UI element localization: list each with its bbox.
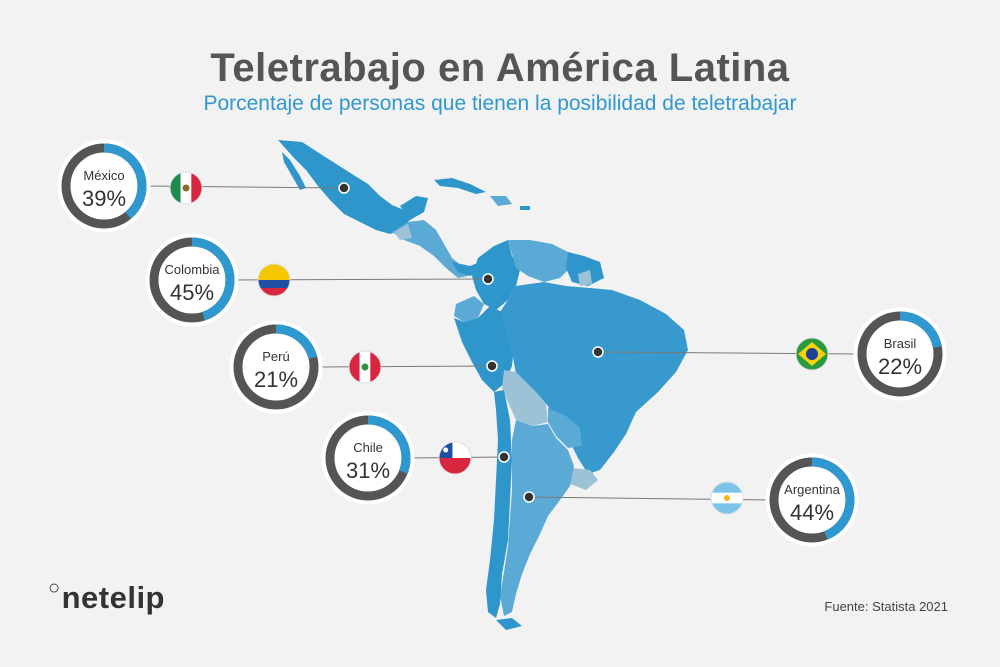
donut-arc-colombia <box>149 237 235 323</box>
donut-background <box>57 139 151 233</box>
donut-background <box>853 307 947 401</box>
donut-arc-argentina <box>769 457 855 543</box>
map-dot-colombia <box>482 273 494 285</box>
latin-america-map <box>278 140 688 630</box>
map-colombia <box>472 240 520 310</box>
map-venezuela <box>508 240 572 282</box>
map-guyanas <box>566 252 604 286</box>
donut-background <box>229 320 323 414</box>
donut-arc-brasil <box>857 311 943 397</box>
page-subtitle: Porcentaje de personas que tienen la pos… <box>203 92 797 115</box>
leader-line-peru <box>318 365 493 368</box>
value-label-mexico: 39% <box>82 186 126 211</box>
map-peru <box>454 306 514 392</box>
argentina-flag-icon <box>710 481 744 515</box>
map-dot-chile <box>498 451 510 463</box>
donut-colombia: Colombia 45% <box>145 233 239 327</box>
value-label-chile: 31% <box>346 458 390 483</box>
map-yucatan <box>400 196 428 220</box>
map-dot-brasil <box>592 346 604 358</box>
chile-flag-icon <box>438 441 472 475</box>
value-label-argentina: 44% <box>790 500 834 525</box>
country-label-brasil: Brasil <box>884 336 917 351</box>
value-label-colombia: 45% <box>170 280 214 305</box>
location-pin-icon: ○ <box>48 577 61 599</box>
peru-flag-icon <box>348 350 382 384</box>
donut-peru: Perú 21% <box>229 320 323 414</box>
map-tierra-del-fuego <box>496 618 522 630</box>
donut-background <box>765 453 859 547</box>
netelip-logo: ○netelip <box>48 577 165 616</box>
map-cuba <box>434 178 486 194</box>
map-paraguay <box>548 408 582 448</box>
value-label-brasil: 22% <box>878 354 922 379</box>
donut-background <box>145 233 239 327</box>
brasil-flag-icon <box>795 337 829 371</box>
map-dot-mexico <box>338 182 350 194</box>
map-baja <box>282 152 306 190</box>
colombia-flag-icon <box>257 263 291 297</box>
country-label-chile: Chile <box>353 440 383 455</box>
map-uruguay <box>570 468 598 490</box>
map-bolivia <box>502 370 548 426</box>
map-dot-argentina <box>523 491 535 503</box>
donut-argentina: Argentina 44% <box>765 453 859 547</box>
page-title: Teletrabajo en América Latina <box>210 46 790 90</box>
donut-rings: México 39% Colombia 45% Perú 21% Chile 31% Brasi… <box>57 139 947 547</box>
value-label-peru: 21% <box>254 367 298 392</box>
map-chile <box>486 390 512 618</box>
country-label-mexico: México <box>83 168 124 183</box>
map-puerto-rico <box>520 206 530 210</box>
logo-text: netelip <box>61 580 165 615</box>
mexico-flag-icon <box>169 171 203 205</box>
donut-arc-mexico <box>61 143 147 229</box>
country-label-colombia: Colombia <box>165 262 221 277</box>
map-hispaniola <box>490 196 512 206</box>
map-dot-peru <box>486 360 498 372</box>
map-argentina <box>500 420 574 616</box>
map-suriname <box>578 270 592 286</box>
source-note: Fuente: Statista 2021 <box>824 599 948 614</box>
donut-brasil: Brasil 22% <box>853 307 947 401</box>
donut-mexico: México 39% <box>57 139 151 233</box>
map-brasil <box>500 282 688 474</box>
donut-chile: Chile 31% <box>321 411 415 505</box>
country-label-argentina: Argentina <box>784 482 840 497</box>
donut-arc-chile <box>325 415 411 501</box>
country-label-peru: Perú <box>262 349 289 364</box>
donut-arc-peru <box>233 324 319 410</box>
map-ecuador <box>454 296 484 322</box>
donut-background <box>321 411 415 505</box>
map-guatemala <box>394 224 412 240</box>
